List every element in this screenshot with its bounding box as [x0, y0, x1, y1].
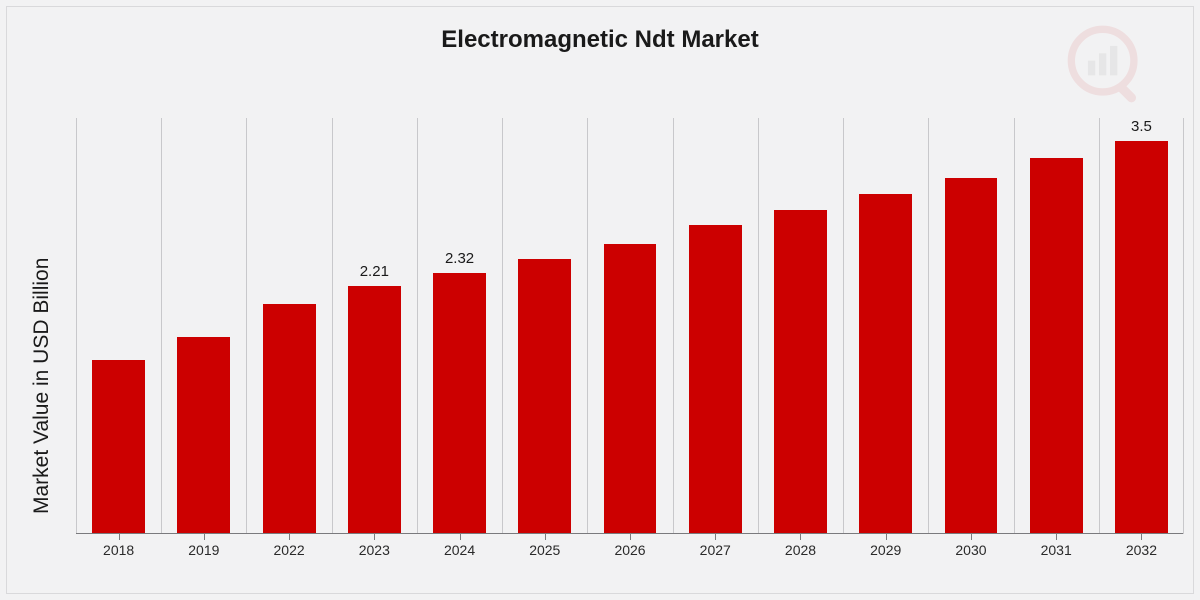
- x-tick: 2030: [928, 534, 1013, 560]
- chart-title: Electromagnetic Ndt Market: [0, 26, 1200, 54]
- bar-slot: 2.21: [332, 118, 417, 534]
- vertical-gridline: [843, 118, 844, 534]
- vertical-gridline: [246, 118, 247, 534]
- x-tick-label: 2024: [444, 542, 475, 558]
- x-tick-mark: [374, 534, 375, 540]
- x-tick: 2032: [1099, 534, 1184, 560]
- bar: [604, 244, 657, 534]
- bars-group: 2.212.32 3.5: [76, 118, 1184, 534]
- x-tick-label: 2032: [1126, 542, 1157, 558]
- bar-value-label: 2.32: [417, 250, 502, 267]
- x-axis-ticks: 2018 2019 2022 2023 2024 2025 2026 2027 2028 2029…: [76, 534, 1184, 560]
- bar: [177, 337, 230, 534]
- vertical-gridline: [332, 118, 333, 534]
- x-tick-label: 2031: [1041, 542, 1072, 558]
- x-tick-label: 2022: [274, 542, 305, 558]
- vertical-gridline: [1099, 118, 1100, 534]
- x-tick-mark: [886, 534, 887, 540]
- bar-slot: 2.32: [417, 118, 502, 534]
- x-tick-mark: [545, 534, 546, 540]
- bar-slot: [1014, 118, 1099, 534]
- bar-slot: [928, 118, 1013, 534]
- vertical-gridline: [1183, 118, 1184, 534]
- x-tick-label: 2023: [359, 542, 390, 558]
- x-tick-mark: [289, 534, 290, 540]
- bar: [348, 286, 401, 534]
- x-tick-label: 2026: [614, 542, 645, 558]
- x-tick: 2024: [417, 534, 502, 560]
- x-tick-label: 2027: [700, 542, 731, 558]
- bar-slot: [502, 118, 587, 534]
- x-tick: 2023: [332, 534, 417, 560]
- bar-slot: [758, 118, 843, 534]
- x-tick-mark: [800, 534, 801, 540]
- x-tick-mark: [715, 534, 716, 540]
- bar-slot: [76, 118, 161, 534]
- bar: [92, 360, 145, 534]
- x-tick: 2018: [76, 534, 161, 560]
- x-tick: 2026: [587, 534, 672, 560]
- bar-slot: [843, 118, 928, 534]
- x-tick: 2029: [843, 534, 928, 560]
- x-tick-mark: [1141, 534, 1142, 540]
- x-tick-mark: [119, 534, 120, 540]
- plot-area: 2.212.32 3.5: [76, 118, 1184, 534]
- bar: [1115, 141, 1168, 535]
- x-tick-label: 2028: [785, 542, 816, 558]
- bar: [1030, 158, 1083, 534]
- x-tick-label: 2019: [188, 542, 219, 558]
- bar-slot: [587, 118, 672, 534]
- x-tick: 2031: [1014, 534, 1099, 560]
- chart-container: Electromagnetic Ndt Market Market Value …: [0, 0, 1200, 600]
- x-tick: 2025: [502, 534, 587, 560]
- vertical-gridline: [758, 118, 759, 534]
- x-tick: 2028: [758, 534, 843, 560]
- x-tick-label: 2018: [103, 542, 134, 558]
- bar: [945, 178, 998, 534]
- vertical-gridline: [587, 118, 588, 534]
- x-tick: 2027: [673, 534, 758, 560]
- bar-slot: [673, 118, 758, 534]
- vertical-gridline: [1014, 118, 1015, 534]
- vertical-gridline: [417, 118, 418, 534]
- vertical-gridline: [673, 118, 674, 534]
- x-tick: 2022: [246, 534, 331, 560]
- x-tick-mark: [1056, 534, 1057, 540]
- bar-value-label: 3.5: [1099, 118, 1184, 135]
- bar-value-label: 2.21: [332, 263, 417, 280]
- x-tick: 2019: [161, 534, 246, 560]
- vertical-gridline: [502, 118, 503, 534]
- y-axis-label: Market Value in USD Billion: [30, 258, 54, 514]
- bar-slot: [161, 118, 246, 534]
- bar: [859, 194, 912, 534]
- x-tick-label: 2025: [529, 542, 560, 558]
- bar: [433, 273, 486, 534]
- bar-slot: [246, 118, 331, 534]
- x-tick-mark: [204, 534, 205, 540]
- vertical-gridline: [928, 118, 929, 534]
- vertical-gridline: [161, 118, 162, 534]
- x-tick-label: 2030: [955, 542, 986, 558]
- bar: [518, 259, 571, 534]
- bar-slot: 3.5: [1099, 118, 1184, 534]
- x-tick-mark: [630, 534, 631, 540]
- bar: [263, 304, 316, 534]
- bar: [689, 225, 742, 534]
- x-tick-label: 2029: [870, 542, 901, 558]
- x-tick-mark: [971, 534, 972, 540]
- bar: [774, 210, 827, 534]
- x-tick-mark: [460, 534, 461, 540]
- watermark-logo-icon: [1064, 22, 1156, 114]
- vertical-gridline: [76, 118, 77, 534]
